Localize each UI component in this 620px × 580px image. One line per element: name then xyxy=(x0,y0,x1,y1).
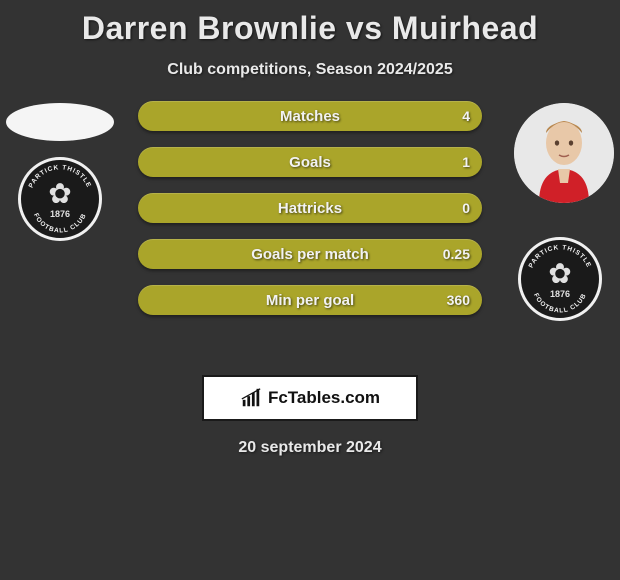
svg-text:PARTICK THISTLE: PARTICK THISTLE xyxy=(528,244,593,269)
stat-value-right: 0.25 xyxy=(443,246,470,262)
stat-label: Min per goal xyxy=(266,292,354,309)
svg-text:FOOTBALL CLUB: FOOTBALL CLUB xyxy=(532,292,588,314)
vs-text: vs xyxy=(346,10,383,46)
stat-bar-min-per-goal: Min per goal 360 xyxy=(138,285,482,315)
stat-bar-goals-per-match: Goals per match 0.25 xyxy=(138,239,482,269)
page-title: Darren Brownlie vs Muirhead xyxy=(0,0,620,47)
bar-chart-icon xyxy=(240,387,262,409)
svg-text:FOOTBALL CLUB: FOOTBALL CLUB xyxy=(32,212,88,234)
svg-text:PARTICK THISTLE: PARTICK THISTLE xyxy=(28,164,93,189)
brand-box[interactable]: FcTables.com xyxy=(202,375,418,421)
player-right-club-crest: PARTICK THISTLE FOOTBALL CLUB ✿ 1876 xyxy=(518,237,602,321)
stat-bar-hattricks: Hattricks 0 xyxy=(138,193,482,223)
compare-area: PARTICK THISTLE FOOTBALL CLUB ✿ 1876 PAR… xyxy=(0,109,620,369)
crest-ring-text-left: PARTICK THISTLE FOOTBALL CLUB xyxy=(21,160,99,238)
stat-bar-matches: Matches 4 xyxy=(138,101,482,131)
stat-label: Goals per match xyxy=(251,246,369,263)
stat-label: Matches xyxy=(280,108,340,125)
player-left-avatar xyxy=(6,103,114,141)
player-right-name: Muirhead xyxy=(392,10,538,46)
stat-bars: Matches 4 Goals 1 Hattricks 0 Goals per … xyxy=(138,101,482,331)
stat-bar-goals: Goals 1 xyxy=(138,147,482,177)
player-right-avatar xyxy=(514,103,614,203)
person-icon xyxy=(514,103,614,203)
crest-ring-text-right: PARTICK THISTLE FOOTBALL CLUB xyxy=(521,240,599,318)
stat-value-right: 0 xyxy=(462,200,470,216)
player-left-club-crest: PARTICK THISTLE FOOTBALL CLUB ✿ 1876 xyxy=(18,157,102,241)
stat-value-right: 360 xyxy=(447,292,470,308)
date-text: 20 september 2024 xyxy=(0,439,620,457)
stat-label: Hattricks xyxy=(278,200,342,217)
stat-value-right: 4 xyxy=(462,108,470,124)
player-left-name: Darren Brownlie xyxy=(82,10,337,46)
brand-text: FcTables.com xyxy=(268,388,380,408)
stat-value-right: 1 xyxy=(462,154,470,170)
stat-label: Goals xyxy=(289,154,331,171)
subtitle: Club competitions, Season 2024/2025 xyxy=(0,61,620,79)
